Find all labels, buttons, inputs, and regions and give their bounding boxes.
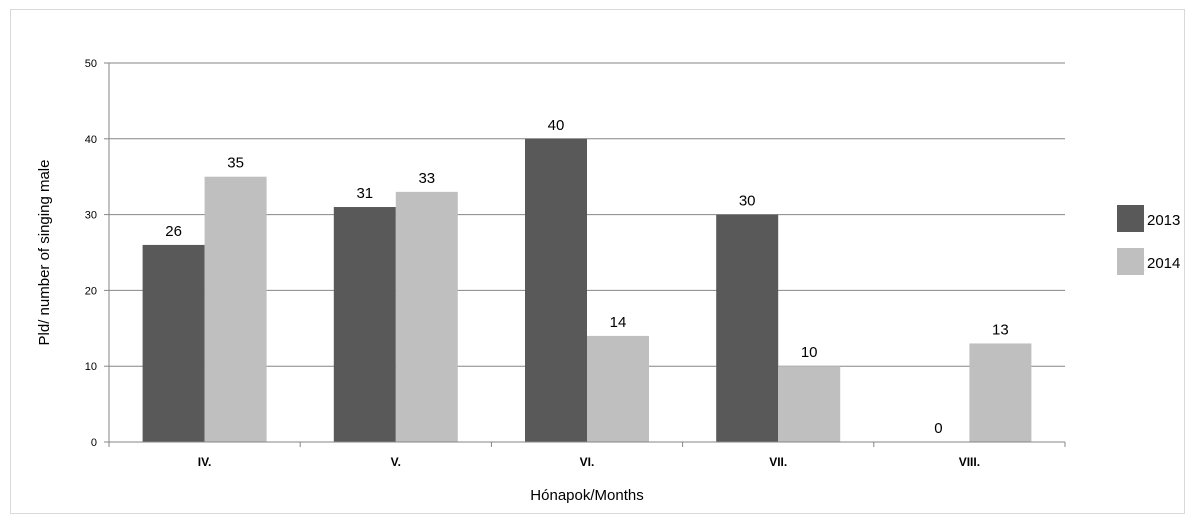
legend-swatch	[1117, 205, 1144, 232]
data-label: 10	[801, 344, 818, 361]
bar-2014	[969, 343, 1032, 442]
y-tick-label: 30	[85, 210, 97, 222]
y-tick-label: 50	[85, 58, 97, 70]
legend: 2013 2014	[1117, 205, 1180, 275]
bar-2013	[142, 244, 205, 442]
x-tick-label: VI.	[580, 455, 595, 469]
data-label: 31	[356, 185, 373, 202]
bar-2014	[778, 366, 841, 442]
legend-label: 2014	[1147, 255, 1180, 272]
y-tick-label: 40	[85, 134, 97, 146]
bars	[142, 138, 1032, 443]
x-tick-labels: IV. V. VI. VII. VIII.	[108, 442, 1066, 469]
data-label: 40	[548, 117, 565, 134]
y-tick-label: 0	[91, 437, 97, 449]
data-label: 14	[610, 314, 627, 331]
y-tick-label: 20	[85, 285, 97, 297]
y-tick-labels: 0 10 20 30 40 50	[85, 58, 97, 449]
data-label: 33	[418, 170, 435, 187]
data-label: 26	[165, 223, 182, 240]
legend-swatch	[1117, 248, 1144, 275]
bar-2013	[716, 214, 779, 442]
data-label: 35	[227, 155, 244, 172]
chart-frame	[10, 9, 1185, 514]
y-tick-label: 10	[85, 361, 97, 373]
y-axis-title: Pld/ number of singing male	[36, 160, 53, 346]
data-labels: 26 35 31 33 40 14 30 10 0 13	[165, 117, 1008, 437]
data-label: 0	[934, 420, 942, 437]
x-tick-label: VIII.	[959, 455, 980, 469]
x-tick-label: V.	[391, 455, 401, 469]
bar-2014	[395, 191, 458, 442]
data-label: 13	[992, 321, 1009, 338]
bar-2014	[204, 176, 267, 442]
bar-2013	[525, 138, 587, 443]
legend-label: 2013	[1147, 212, 1180, 229]
x-tick-label: VII.	[769, 455, 787, 469]
x-tick-label: IV.	[198, 455, 212, 469]
bar-2014	[587, 335, 649, 442]
bar-2013	[333, 207, 396, 442]
data-label: 30	[739, 193, 756, 210]
x-axis-title: Hónapok/Months	[530, 487, 643, 504]
